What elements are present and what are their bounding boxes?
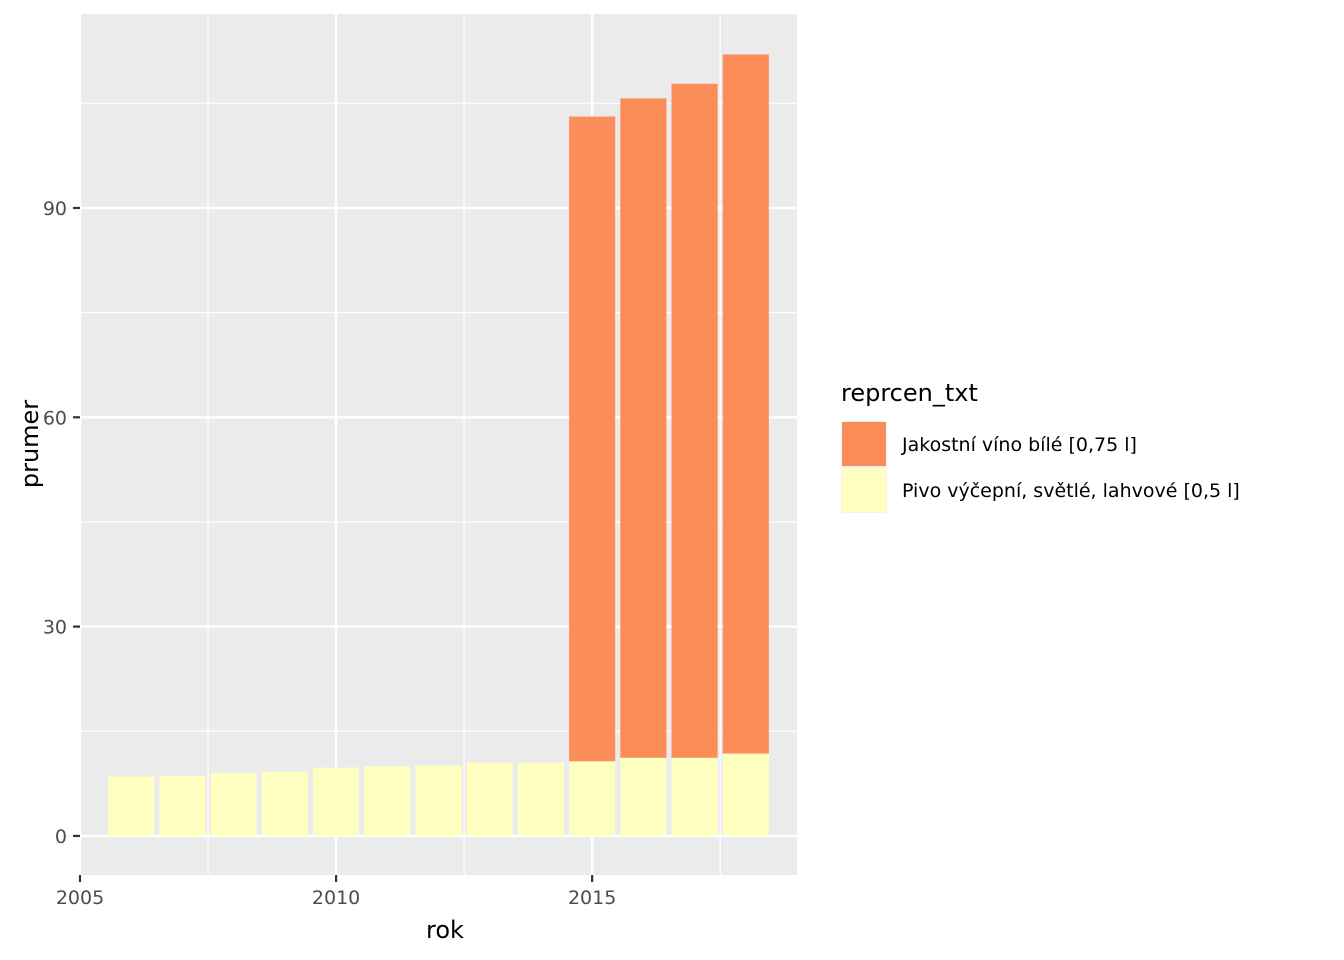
x-tick-label: 2005 (56, 887, 104, 909)
legend-swatch (842, 422, 886, 466)
bar-pivo-2010 (313, 767, 360, 836)
x-tick-label: 2010 (312, 887, 360, 909)
bar-pivo-2015 (569, 761, 616, 836)
legend-label: Pivo výčepní, světlé, lahvové [0,5 l] (902, 480, 1240, 502)
y-tick-label: 60 (43, 407, 67, 429)
x-tick-label: 2015 (568, 887, 616, 909)
y-tick-label: 90 (43, 198, 67, 220)
y-axis-title: prumer (16, 400, 44, 488)
legend-label: Jakostní víno bílé [0,75 l] (901, 434, 1137, 456)
bar-pivo-2013 (466, 762, 513, 836)
legend-swatch (842, 468, 886, 512)
bars (108, 54, 769, 836)
y-tick-label: 30 (43, 617, 67, 639)
bar-pivo-2009 (261, 771, 308, 836)
bar-pivo-2018 (722, 753, 769, 836)
legend: reprcen_txt Jakostní víno bílé [0,75 l] P… (841, 379, 1240, 513)
legend-title: reprcen_txt (841, 379, 978, 407)
x-axis: 2005 2010 2015 (56, 875, 616, 909)
x-axis-title: rok (426, 916, 464, 944)
y-tick-label: 0 (55, 826, 67, 848)
legend-items: Jakostní víno bílé [0,75 l] Pivo výčepní,… (841, 421, 1240, 513)
bar-pivo-2012 (415, 765, 462, 836)
bar-pivo-2008 (210, 773, 257, 836)
bar-pivo-2007 (159, 775, 206, 836)
bar-vino-2016 (620, 98, 667, 758)
bar-pivo-2006 (108, 776, 155, 836)
bar-vino-2018 (722, 54, 769, 754)
grid-minor (80, 14, 797, 875)
y-axis: 0 30 60 90 (43, 198, 80, 848)
bar-pivo-2017 (671, 757, 718, 836)
bar-pivo-2014 (517, 762, 564, 836)
bar-pivo-2011 (364, 766, 411, 836)
bar-vino-2017 (671, 83, 718, 758)
bar-vino-2015 (569, 116, 616, 762)
bar-pivo-2016 (620, 757, 667, 836)
